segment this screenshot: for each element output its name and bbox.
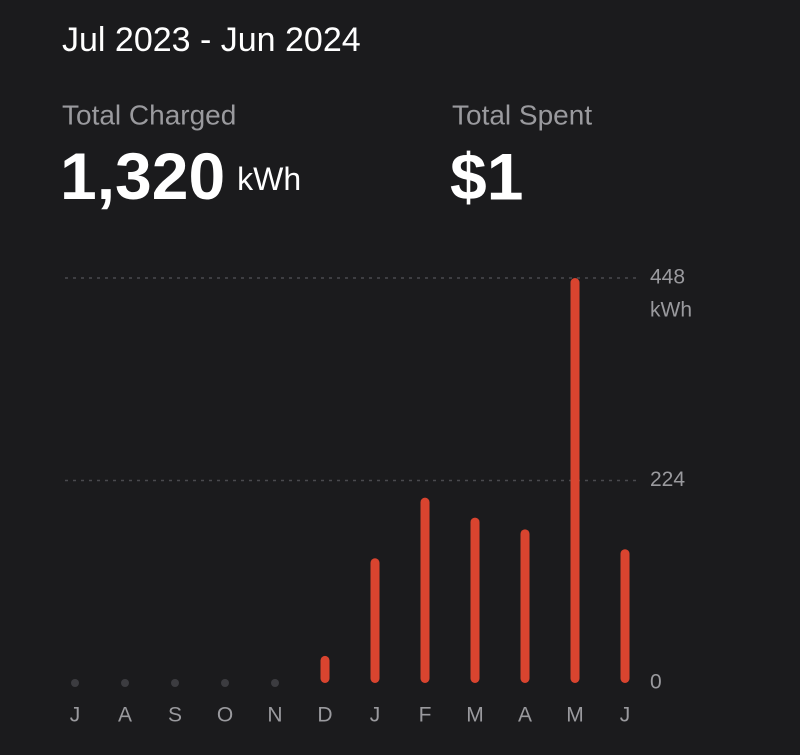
y-tick-label: 448	[650, 266, 685, 289]
empty-bar-dot	[121, 679, 129, 687]
spent-value: $1	[450, 139, 523, 213]
x-tick-label: A	[518, 704, 532, 727]
y-tick-label: 224	[650, 468, 685, 491]
x-tick-label: J	[620, 704, 631, 727]
spent-label: Total Spent	[452, 99, 592, 130]
x-tick-label: O	[217, 704, 233, 727]
bar	[320, 655, 330, 683]
empty-bar-dot	[271, 679, 279, 687]
x-tick-label: J	[370, 704, 381, 727]
x-tick-label: A	[118, 704, 132, 727]
bar	[620, 549, 630, 683]
charged-label: Total Charged	[62, 99, 236, 130]
bar	[570, 278, 580, 683]
charged-number: 1,320	[60, 139, 225, 213]
empty-bar-dot	[221, 679, 229, 687]
x-tick-label: S	[168, 704, 182, 727]
bar	[520, 529, 530, 683]
empty-bar-dot	[171, 679, 179, 687]
x-tick-label: D	[317, 704, 332, 727]
y-unit: kWh	[650, 299, 692, 322]
x-tick-label: M	[566, 704, 584, 727]
bar	[470, 517, 480, 683]
charged-value: 1,320 kWh	[60, 139, 301, 213]
bar	[420, 497, 430, 683]
period-title: Jul 2023 - Jun 2024	[62, 21, 361, 59]
x-tick-label: M	[466, 704, 484, 727]
x-tick-label: N	[267, 704, 282, 727]
x-tick-label: J	[70, 704, 81, 727]
x-tick-label: F	[419, 704, 432, 727]
y-tick-label: 0	[650, 671, 662, 694]
bar	[370, 558, 380, 683]
empty-bar-dot	[71, 679, 79, 687]
charged-unit: kWh	[237, 161, 301, 197]
